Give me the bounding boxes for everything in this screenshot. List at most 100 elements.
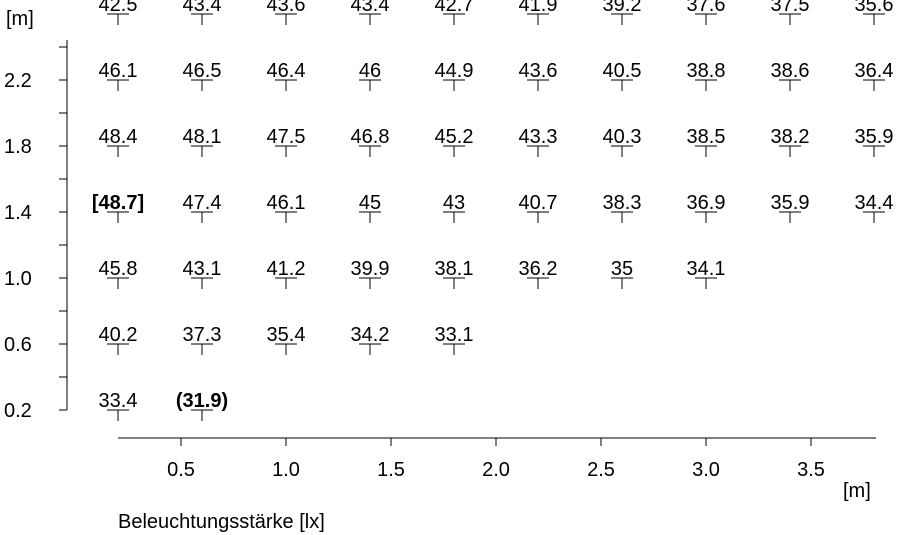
value-label: 35.6 <box>855 0 894 16</box>
measurement-point: 38.3 <box>603 192 642 223</box>
x-ticks: 0.5 1.0 1.5 2.0 2.5 3.0 3.5 <box>167 438 825 481</box>
measurement-point: 46.8 <box>351 126 390 157</box>
measurement-point: 38.6 <box>771 60 809 91</box>
value-label: 38.1 <box>435 258 474 280</box>
value-label: 45.8 <box>99 258 138 280</box>
value-label: 47.4 <box>183 192 222 214</box>
measurement-point: 48.4 <box>99 126 138 157</box>
measurement-point: 40.5 <box>603 60 642 91</box>
extreme-value-label: [48.7] <box>92 192 144 214</box>
measurement-point: 46.1 <box>99 60 138 91</box>
y-tick-label: 1.0 <box>4 268 32 290</box>
value-label: 48.1 <box>183 126 222 148</box>
value-label: 42.5 <box>99 0 138 16</box>
value-label: 43.1 <box>183 258 222 280</box>
value-label: 48.4 <box>99 126 138 148</box>
measurement-point: [48.7] <box>92 192 144 223</box>
y-tick-label: 1.4 <box>4 202 32 224</box>
value-label: 34.1 <box>687 258 726 280</box>
measurement-point: 39.9 <box>351 258 390 289</box>
value-label: 40.2 <box>99 324 138 346</box>
measurement-point: 42.5 <box>99 0 138 25</box>
value-label: 46.1 <box>267 192 306 214</box>
measurement-point: 40.3 <box>603 126 641 157</box>
measurement-point: 45.8 <box>99 258 138 289</box>
value-label: 42.7 <box>435 0 474 16</box>
measurement-point: 33.1 <box>435 324 473 355</box>
measurement-point: 36.2 <box>519 258 558 289</box>
measurement-point: 43.3 <box>519 126 558 157</box>
x-tick-label: 0.5 <box>167 459 195 481</box>
value-label: 46 <box>359 60 381 82</box>
measurement-point: 36.4 <box>855 60 893 91</box>
value-label: 38.5 <box>687 126 726 148</box>
measurement-point: 34.1 <box>687 258 726 289</box>
value-label: 39.9 <box>351 258 390 280</box>
value-label: 41.2 <box>267 258 306 280</box>
value-label: 41.9 <box>519 0 558 16</box>
x-axis: [m] <box>118 437 876 502</box>
measurement-point: 34.2 <box>351 324 389 355</box>
measurement-point: 38.8 <box>687 60 725 91</box>
measurement-point: 40.7 <box>519 192 558 223</box>
measurement-point: 43.6 <box>519 60 557 91</box>
measurement-point: 46.1 <box>267 192 306 223</box>
y-tick-label: 2.2 <box>4 70 32 92</box>
value-label: 40.5 <box>603 60 642 82</box>
measurement-point: 33.4 <box>99 390 137 421</box>
measurement-point: 39.2 <box>603 0 642 25</box>
value-label: 37.6 <box>687 0 726 16</box>
value-label: 46.8 <box>351 126 390 148</box>
value-label: 43.4 <box>351 0 390 16</box>
x-tick-label: 1.5 <box>377 459 405 481</box>
value-label: 47.5 <box>267 126 306 148</box>
measurement-point: 43.1 <box>183 258 222 289</box>
measurement-point: 35 <box>611 258 633 289</box>
value-label: 46.1 <box>99 60 138 82</box>
value-label: 44.9 <box>435 60 474 82</box>
measurement-point: 35.9 <box>771 192 810 223</box>
measurement-grid: 42.5 43.4 43.6 43.4 42.7 41.9 39.2 37.6 37.5 35.6… <box>92 0 894 421</box>
measurement-point: 46.4 <box>267 60 306 91</box>
value-label: 43.4 <box>183 0 222 16</box>
value-label: 36.9 <box>687 192 726 214</box>
value-label: 35.4 <box>267 324 306 346</box>
measurement-point: 44.9 <box>435 60 474 91</box>
measurement-point: 40.2 <box>99 324 138 355</box>
value-label: 36.2 <box>519 258 558 280</box>
measurement-point: 42.7 <box>435 0 474 25</box>
value-label: 43 <box>443 192 465 214</box>
value-label: 35 <box>611 258 633 280</box>
value-label: 43.3 <box>519 126 558 148</box>
measurement-point: 47.4 <box>183 192 222 223</box>
value-label: 37.3 <box>183 324 222 346</box>
value-label: 35.9 <box>771 192 810 214</box>
measurement-point: 36.9 <box>687 192 726 223</box>
x-tick-label: 1.0 <box>272 459 300 481</box>
measurement-point: 46 <box>359 60 381 91</box>
measurement-point: 46.5 <box>183 60 222 91</box>
value-label: 46.4 <box>267 60 306 82</box>
value-label: 40.7 <box>519 192 558 214</box>
value-label: 34.4 <box>855 192 894 214</box>
x-tick-label: 2.5 <box>587 459 615 481</box>
value-label: 39.2 <box>603 0 642 16</box>
measurement-point: 41.2 <box>267 258 306 289</box>
value-label: 38.3 <box>603 192 642 214</box>
x-tick-label: 3.0 <box>692 459 720 481</box>
measurement-point: 35.4 <box>267 324 306 355</box>
measurement-point: 37.6 <box>687 0 726 25</box>
value-label: 37.5 <box>771 0 810 16</box>
caption: Beleuchtungsstärke [lx] <box>118 511 325 533</box>
y-axis-unit: [m] <box>6 8 34 30</box>
measurement-point: 43.6 <box>267 0 305 25</box>
value-label: 46.5 <box>183 60 222 82</box>
measurement-point: 41.9 <box>519 0 558 25</box>
x-tick-label: 2.0 <box>482 459 510 481</box>
measurement-point: 37.3 <box>183 324 222 355</box>
y-tick-label: 0.2 <box>4 400 32 422</box>
measurement-point: 38.1 <box>435 258 474 289</box>
value-label: 35.9 <box>855 126 894 148</box>
extreme-value-label: (31.9) <box>176 390 228 412</box>
